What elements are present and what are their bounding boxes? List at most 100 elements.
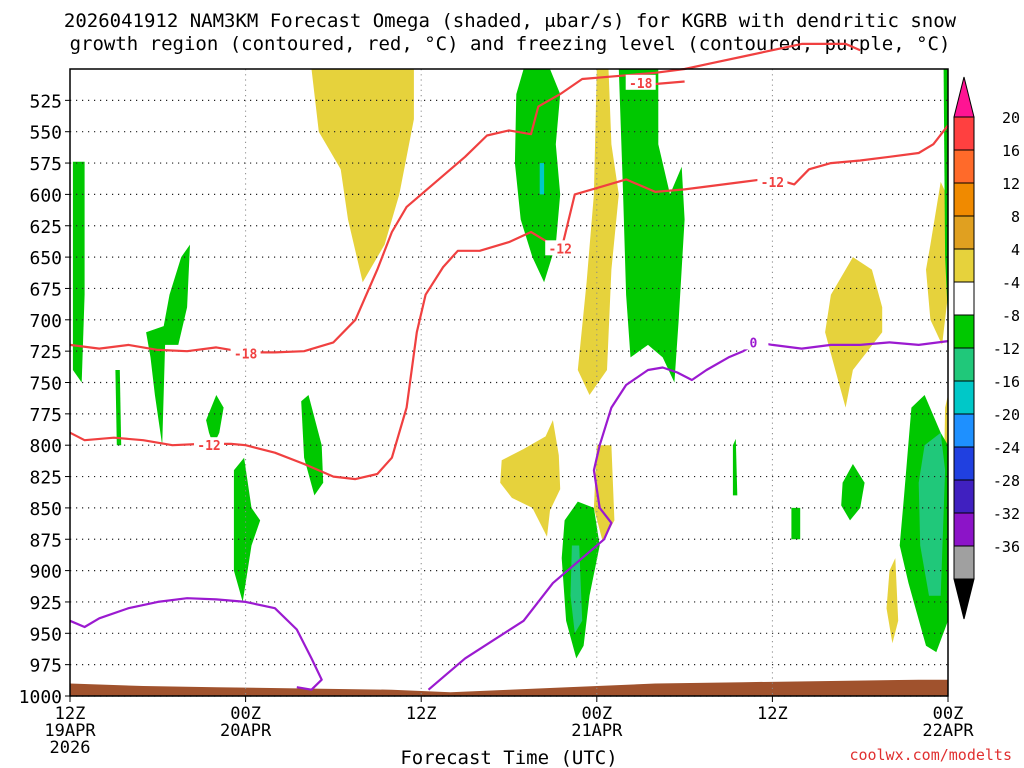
omega-region-11 — [206, 395, 224, 446]
x-tick-label: 12Z — [757, 704, 788, 724]
omega-region-4 — [825, 257, 883, 408]
omega-region-12 — [233, 457, 261, 602]
contour-line-5 — [69, 597, 323, 691]
colorbar-bottom-arrow — [953, 578, 975, 620]
colorbar-swatch-8 — [953, 380, 975, 415]
contour-label: -12 — [197, 439, 220, 454]
colorbar-label: 20 — [1002, 109, 1020, 127]
omega-region-9 — [146, 244, 190, 446]
contour-label: -12 — [761, 176, 784, 191]
colorbar: 20 16 12 8 4 -4 -8 -12 -16 -20 -24 -28 -32 -36 — [953, 76, 1020, 620]
omega-region-24 — [539, 163, 545, 195]
colorbar-label: -32 — [993, 505, 1020, 523]
y-tick-label: 850 — [29, 499, 62, 520]
colorbar-label: -16 — [993, 373, 1020, 391]
colorbar-swatch-4 — [953, 248, 975, 283]
x-tick-label: 19APR — [44, 721, 96, 741]
contour-label-bg — [230, 345, 261, 361]
grid-lines — [69, 69, 949, 697]
y-tick-label: 825 — [29, 468, 62, 489]
x-tick-label: 20APR — [220, 721, 272, 741]
contour-label: 0 — [749, 336, 757, 351]
contour-label: -18 — [629, 77, 653, 92]
omega-region-20 — [791, 507, 801, 540]
omega-region-10 — [115, 370, 122, 446]
omega-region-23 — [570, 545, 583, 634]
colorbar-swatch-5 — [953, 281, 975, 316]
x-tick-label: 00Z — [230, 704, 261, 724]
colorbar-swatch-13 — [953, 545, 975, 580]
colorbar-swatch-7 — [953, 347, 975, 382]
contour-line-0 — [69, 42, 861, 354]
contour-line-2 — [69, 124, 949, 481]
colorbar-label: -4 — [1002, 274, 1020, 292]
colorbar-label: 8 — [1011, 208, 1020, 226]
colorbar-swatch-11 — [953, 479, 975, 514]
colorbar-label: -36 — [993, 538, 1020, 556]
y-tick-label: 800 — [29, 436, 62, 457]
y-tick-label: 700 — [29, 311, 62, 332]
x-tick-label: 00Z — [933, 704, 964, 724]
y-tick-label: 900 — [29, 562, 62, 583]
x-tick-label: 12Z — [55, 704, 86, 724]
contour-label: -18 — [234, 348, 258, 363]
omega-region-8 — [72, 161, 85, 383]
y-tick-label: 975 — [29, 656, 62, 677]
y-tick-label: 1000 — [19, 687, 62, 708]
colorbar-label: -12 — [993, 340, 1020, 358]
contour-label-bg — [738, 334, 769, 350]
colorbar-swatch-2 — [953, 182, 975, 217]
contour-layer: -18 -18 -12 -12 -12 0 — [69, 42, 949, 691]
contour-label-bg — [194, 437, 225, 453]
colorbar-label: -24 — [993, 439, 1020, 457]
colorbar-label: -8 — [1002, 307, 1020, 325]
credit-text: coolwx.com/modelts — [849, 746, 1012, 764]
omega-region-5 — [926, 181, 948, 345]
omega-region-1 — [577, 69, 619, 395]
omega-region-16 — [561, 501, 600, 659]
y-tick-label: 950 — [29, 624, 62, 645]
y-tick-label: 675 — [29, 279, 62, 300]
y-axis: 525 550 575 600 625 650 675 700 725 750 775 800 825 8… — [19, 91, 70, 708]
colorbar-label: 4 — [1011, 241, 1020, 259]
colorbar-swatch-1 — [953, 149, 975, 184]
x-tick-label: 12Z — [406, 704, 437, 724]
contour-label: -12 — [548, 242, 571, 257]
contour-label-bg — [625, 74, 656, 90]
x-tick-label: 2026 — [50, 738, 91, 758]
colorbar-top-arrow — [953, 76, 975, 118]
contour-label-bg — [757, 173, 788, 189]
omega-region-25 — [70, 679, 948, 696]
x-tick-label: 21APR — [571, 721, 623, 741]
colorbar-swatch-9 — [953, 413, 975, 448]
x-axis-label: Forecast Time (UTC) — [400, 747, 617, 768]
omega-region-19 — [841, 464, 865, 521]
omega-region-21 — [732, 438, 738, 496]
y-tick-label: 875 — [29, 530, 62, 551]
colorbar-swatch-3 — [953, 215, 975, 250]
y-tick-label: 775 — [29, 405, 62, 426]
omega-region-0 — [311, 69, 414, 283]
chart-title-line1: 2026041912 NAM3KM Forecast Omega (shaded… — [64, 10, 957, 32]
omega-region-22 — [918, 432, 946, 596]
colorbar-swatch-12 — [953, 512, 975, 547]
colorbar-swatch-10 — [953, 446, 975, 481]
y-tick-label: 525 — [29, 91, 62, 112]
y-tick-label: 600 — [29, 185, 62, 206]
omega-region-14 — [514, 69, 561, 283]
omega-shading-layer — [70, 69, 948, 696]
y-tick-label: 625 — [29, 217, 62, 238]
y-tick-label: 550 — [29, 123, 62, 144]
contour-line-6 — [427, 340, 949, 691]
chart-title-line2: growth region (contoured, red, °C) and f… — [70, 33, 951, 55]
y-tick-label: 650 — [29, 248, 62, 269]
y-tick-label: 925 — [29, 593, 62, 614]
colorbar-label: 12 — [1002, 175, 1020, 193]
x-tick-label: 22APR — [922, 721, 974, 741]
omega-region-6 — [886, 558, 899, 644]
contour-label-bg — [545, 240, 576, 256]
y-tick-label: 750 — [29, 374, 62, 395]
colorbar-swatch-0 — [953, 116, 975, 151]
